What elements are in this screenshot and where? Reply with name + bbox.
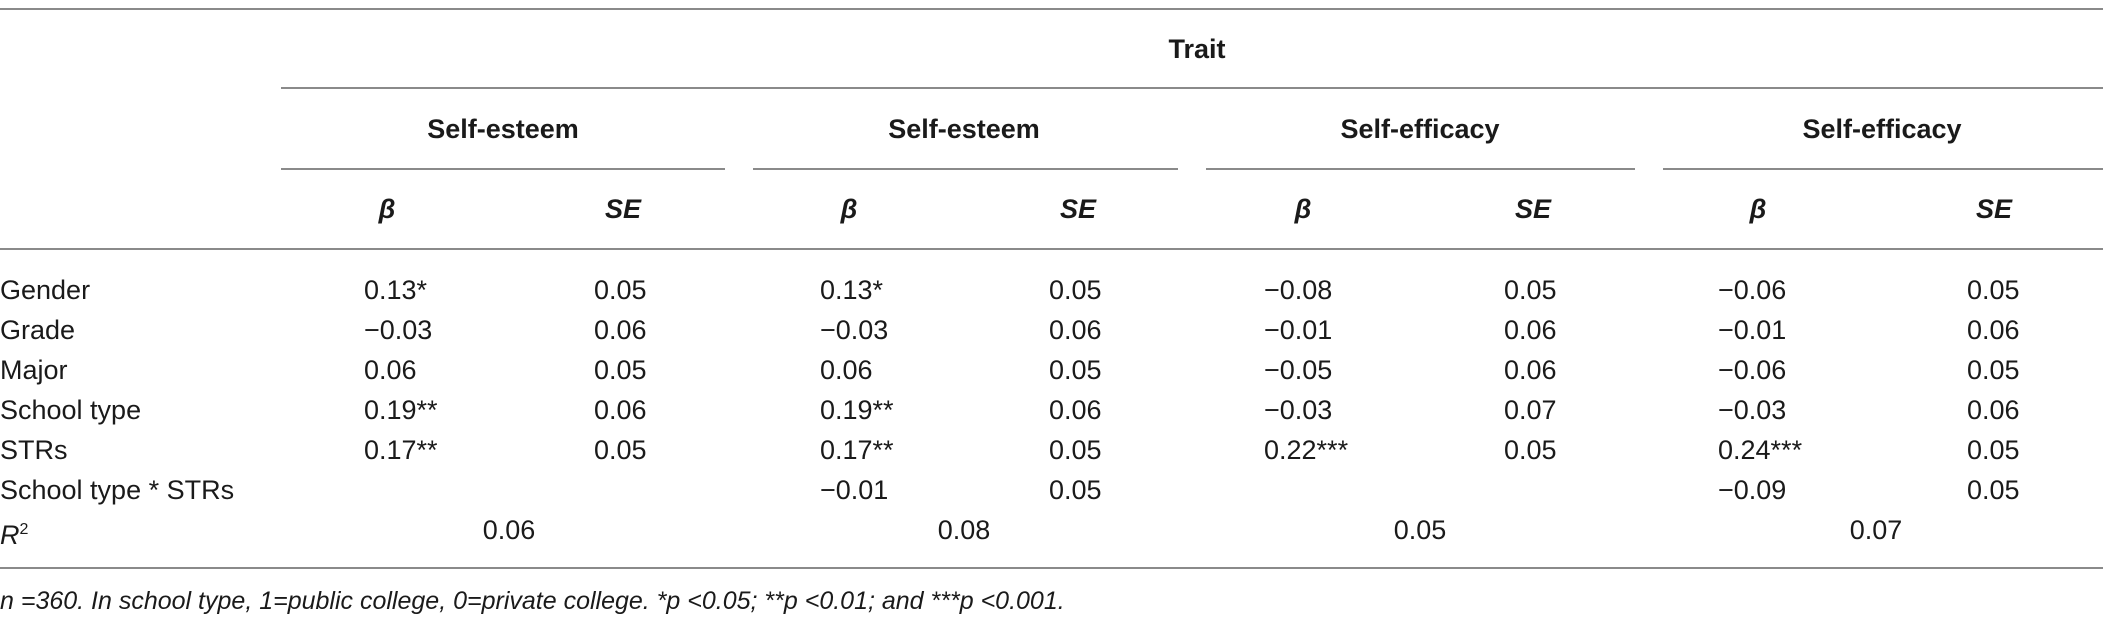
se-cell: 0.06 bbox=[1504, 355, 1557, 385]
group-header-4: Self-efficacy bbox=[1802, 114, 1962, 144]
row-label: Grade bbox=[0, 315, 76, 345]
beta-cell: −0.01 bbox=[820, 475, 889, 505]
group-4-underline bbox=[1663, 168, 2103, 170]
beta-cell: −0.01 bbox=[1264, 315, 1333, 345]
se-cell: 0.05 bbox=[1504, 435, 1557, 465]
group-2-underline bbox=[753, 168, 1178, 170]
r2-value-2: 0.08 bbox=[937, 515, 991, 545]
se-cell: 0.05 bbox=[594, 275, 647, 305]
group-1-underline bbox=[281, 168, 725, 170]
beta-cell: 0.19** bbox=[820, 395, 894, 425]
beta-cell: 0.22*** bbox=[1264, 435, 1349, 465]
beta-cell: −0.06 bbox=[1718, 275, 1787, 305]
group-header-2: Self-esteem bbox=[888, 114, 1040, 144]
se-cell: 0.05 bbox=[1504, 275, 1557, 305]
beta-cell: 0.13* bbox=[820, 275, 884, 305]
beta-cell: −0.08 bbox=[1264, 275, 1333, 305]
row-label: School type bbox=[0, 395, 142, 425]
se-cell: 0.05 bbox=[594, 355, 647, 385]
se-cell: 0.05 bbox=[1049, 275, 1102, 305]
se-header-2: SE bbox=[1059, 194, 1097, 224]
se-cell: 0.06 bbox=[1049, 315, 1102, 345]
se-header-1: SE bbox=[604, 194, 642, 224]
table-footnote: n =360. In school type, 1=public college… bbox=[0, 587, 1065, 615]
beta-cell: 0.06 bbox=[820, 355, 873, 385]
se-cell: 0.05 bbox=[1049, 435, 1102, 465]
beta-header-3: β bbox=[1294, 194, 1312, 224]
beta-header-1: β bbox=[378, 194, 396, 224]
beta-cell: −0.05 bbox=[1264, 355, 1333, 385]
se-cell: 0.06 bbox=[1967, 395, 2020, 425]
beta-cell: 0.24*** bbox=[1718, 435, 1803, 465]
r2-label: R2 bbox=[0, 514, 28, 551]
se-cell: 0.05 bbox=[594, 435, 647, 465]
beta-cell: −0.09 bbox=[1718, 475, 1787, 505]
se-cell: 0.05 bbox=[1967, 275, 2020, 305]
se-cell: 0.06 bbox=[594, 315, 647, 345]
beta-header-4: β bbox=[1749, 194, 1767, 224]
r2-value-3: 0.05 bbox=[1393, 515, 1447, 545]
beta-cell: −0.06 bbox=[1718, 355, 1787, 385]
trait-header: Trait bbox=[1168, 34, 1226, 64]
trait-underline bbox=[281, 87, 2103, 89]
beta-cell: 0.19** bbox=[364, 395, 438, 425]
se-cell: 0.05 bbox=[1049, 355, 1102, 385]
header-bottom-rule bbox=[0, 248, 2103, 250]
row-label: STRs bbox=[0, 435, 68, 465]
beta-cell: −0.03 bbox=[364, 315, 433, 345]
se-header-3: SE bbox=[1514, 194, 1552, 224]
beta-cell: 0.06 bbox=[364, 355, 417, 385]
se-cell: 0.05 bbox=[1967, 475, 2020, 505]
se-cell: 0.06 bbox=[594, 395, 647, 425]
se-cell: 0.05 bbox=[1967, 435, 2020, 465]
row-label: Gender bbox=[0, 275, 91, 305]
beta-cell: 0.17** bbox=[364, 435, 438, 465]
se-cell: 0.05 bbox=[1049, 475, 1102, 505]
beta-cell: −0.01 bbox=[1718, 315, 1787, 345]
row-label: School type * STRs bbox=[0, 475, 235, 505]
group-header-1: Self-esteem bbox=[427, 114, 579, 144]
se-cell: 0.06 bbox=[1049, 395, 1102, 425]
beta-cell: −0.03 bbox=[820, 315, 889, 345]
table-top-rule bbox=[0, 8, 2103, 10]
beta-cell: −0.03 bbox=[1264, 395, 1333, 425]
group-header-3: Self-efficacy bbox=[1340, 114, 1500, 144]
r2-label-base: R bbox=[0, 520, 20, 550]
beta-cell: −0.03 bbox=[1718, 395, 1787, 425]
beta-cell: 0.13* bbox=[364, 275, 428, 305]
se-cell: 0.05 bbox=[1967, 355, 2020, 385]
group-3-underline bbox=[1206, 168, 1635, 170]
se-cell: 0.06 bbox=[1504, 315, 1557, 345]
r2-value-1: 0.06 bbox=[482, 515, 536, 545]
body-bottom-rule bbox=[0, 567, 2103, 569]
se-cell: 0.07 bbox=[1504, 395, 1557, 425]
row-label: Major bbox=[0, 355, 68, 385]
beta-header-2: β bbox=[840, 194, 858, 224]
r2-label-sup: 2 bbox=[19, 521, 29, 538]
r2-value-4: 0.07 bbox=[1849, 515, 1903, 545]
se-header-4: SE bbox=[1975, 194, 2013, 224]
se-cell: 0.06 bbox=[1967, 315, 2020, 345]
beta-cell: 0.17** bbox=[820, 435, 894, 465]
